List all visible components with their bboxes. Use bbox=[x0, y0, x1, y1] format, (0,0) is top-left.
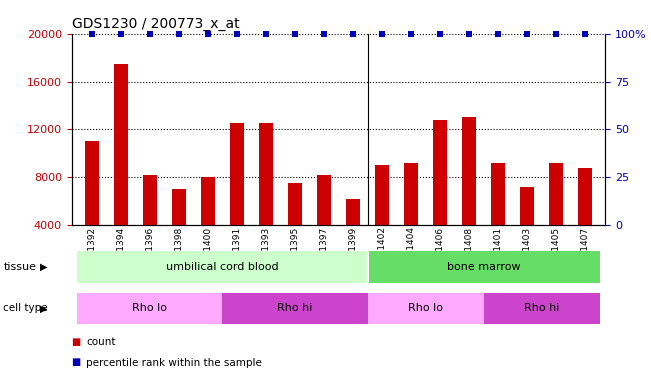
Bar bbox=[258, 123, 273, 273]
Bar bbox=[201, 177, 215, 273]
Text: Rho hi: Rho hi bbox=[524, 303, 559, 313]
Text: ■: ■ bbox=[72, 337, 81, 347]
Bar bbox=[368, 292, 484, 324]
Bar bbox=[484, 292, 600, 324]
Text: umbilical cord blood: umbilical cord blood bbox=[166, 262, 279, 272]
Bar bbox=[578, 168, 592, 273]
Bar bbox=[143, 175, 157, 273]
Bar bbox=[114, 64, 128, 273]
Bar bbox=[404, 163, 419, 273]
Text: tissue: tissue bbox=[3, 262, 36, 272]
Bar bbox=[230, 123, 244, 273]
Bar bbox=[172, 189, 186, 273]
Text: cell type: cell type bbox=[3, 303, 48, 313]
Bar bbox=[462, 117, 477, 273]
Bar bbox=[77, 251, 368, 283]
Text: Rho hi: Rho hi bbox=[277, 303, 312, 313]
Text: Rho lo: Rho lo bbox=[408, 303, 443, 313]
Text: GDS1230 / 200773_x_at: GDS1230 / 200773_x_at bbox=[72, 17, 239, 32]
Bar bbox=[77, 292, 223, 324]
Text: ▶: ▶ bbox=[40, 262, 48, 272]
Bar bbox=[549, 163, 563, 273]
Text: ■: ■ bbox=[72, 357, 81, 368]
Bar bbox=[433, 120, 447, 273]
Bar bbox=[223, 292, 368, 324]
Bar bbox=[368, 251, 600, 283]
Bar bbox=[346, 199, 360, 273]
Bar bbox=[520, 187, 534, 273]
Bar bbox=[288, 183, 302, 273]
Bar bbox=[85, 141, 99, 273]
Bar bbox=[317, 175, 331, 273]
Bar bbox=[491, 163, 505, 273]
Text: Rho lo: Rho lo bbox=[132, 303, 167, 313]
Text: bone marrow: bone marrow bbox=[447, 262, 520, 272]
Text: count: count bbox=[86, 337, 115, 347]
Text: ▶: ▶ bbox=[40, 303, 48, 313]
Text: percentile rank within the sample: percentile rank within the sample bbox=[86, 357, 262, 368]
Bar bbox=[375, 165, 389, 273]
